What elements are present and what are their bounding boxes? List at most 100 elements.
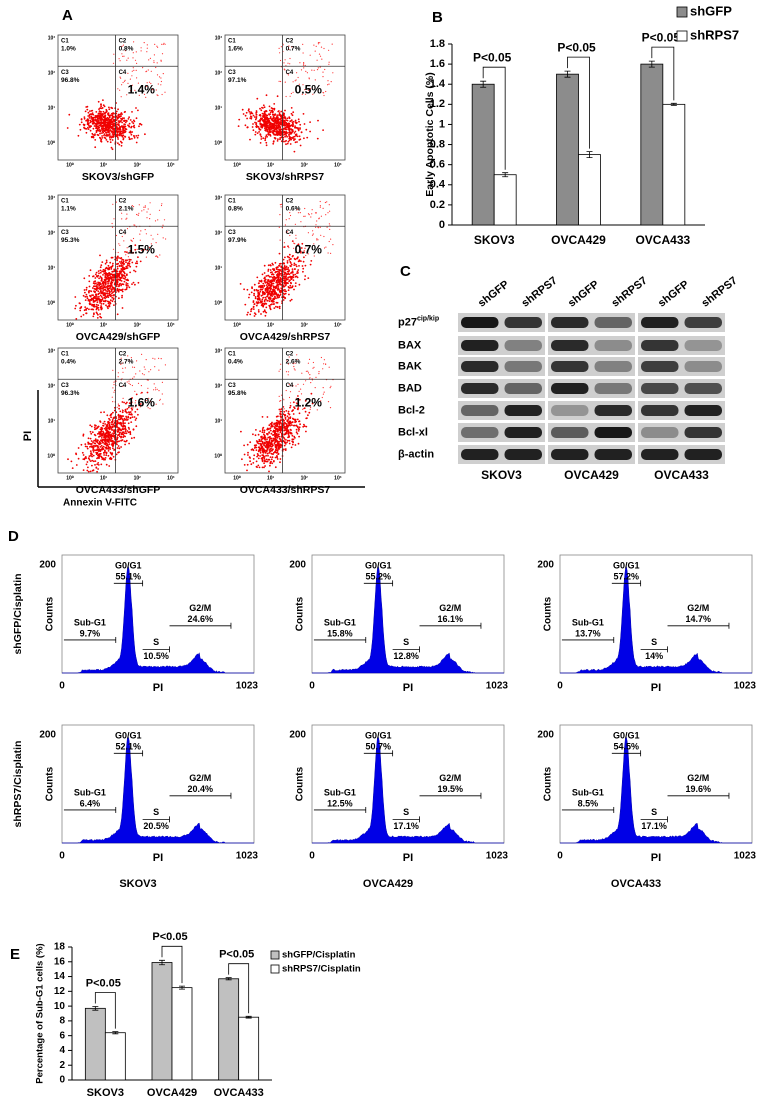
y-tick-label: 200 bbox=[289, 560, 306, 571]
cell-dot bbox=[136, 261, 138, 263]
cell-dot bbox=[290, 265, 292, 267]
cell-dot bbox=[325, 91, 326, 92]
cell-dot bbox=[292, 444, 294, 446]
cell-dot bbox=[285, 410, 287, 412]
cell-dot bbox=[249, 294, 251, 296]
cell-dot bbox=[258, 309, 260, 311]
cell-dot bbox=[303, 137, 305, 139]
cell-dot bbox=[258, 121, 260, 123]
cell-dot bbox=[263, 119, 265, 121]
cell-dot bbox=[99, 302, 101, 304]
cell-dot bbox=[280, 364, 281, 365]
cell-dot bbox=[136, 117, 138, 119]
quadrant-percent: 2.7% bbox=[119, 359, 134, 366]
cell-dot bbox=[116, 272, 118, 274]
cell-dot bbox=[147, 48, 148, 49]
cell-dot bbox=[285, 59, 286, 60]
cell-dot bbox=[117, 88, 118, 89]
cell-dot bbox=[262, 303, 264, 305]
cell-dot bbox=[263, 104, 265, 106]
cell-dot bbox=[91, 298, 93, 300]
cell-dot bbox=[303, 52, 304, 53]
cell-dot bbox=[299, 62, 300, 63]
cell-dot bbox=[260, 109, 262, 111]
cell-dot bbox=[279, 284, 281, 286]
cell-dot bbox=[288, 134, 290, 136]
cell-dot bbox=[253, 301, 255, 303]
cell-dot bbox=[93, 121, 95, 123]
cell-dot bbox=[97, 297, 99, 299]
cell-dot bbox=[294, 425, 296, 427]
cell-dot bbox=[123, 82, 124, 83]
cell-dot bbox=[118, 422, 120, 424]
cell-dot bbox=[112, 429, 114, 431]
cell-dot bbox=[323, 48, 324, 49]
cell-dot bbox=[270, 461, 272, 463]
quadrant-name: C4 bbox=[119, 70, 127, 76]
gate-name: G2/M bbox=[439, 603, 461, 613]
plot-label: SKOV3/shRPS7 bbox=[246, 171, 324, 183]
cell-dot bbox=[111, 436, 113, 438]
axis-title: Early Apoptotic Cells (%) bbox=[424, 72, 436, 196]
cell-dot bbox=[283, 62, 284, 63]
cell-dot bbox=[125, 416, 127, 418]
cell-dot bbox=[259, 133, 261, 135]
cell-dot bbox=[128, 428, 130, 430]
cell-dot bbox=[110, 107, 112, 109]
cell-dot bbox=[136, 262, 138, 264]
cell-dot bbox=[88, 292, 90, 294]
gate-percent: 55.1% bbox=[115, 572, 141, 582]
cell-dot bbox=[263, 467, 265, 469]
cell-dot bbox=[263, 458, 265, 460]
cell-dot bbox=[325, 214, 326, 215]
cell-dot bbox=[330, 239, 331, 240]
cell-dot bbox=[94, 426, 96, 428]
blot-band bbox=[641, 340, 679, 351]
cell-dot bbox=[121, 113, 123, 115]
cell-dot bbox=[329, 204, 330, 205]
cell-dot bbox=[120, 258, 122, 260]
cell-dot bbox=[272, 449, 274, 451]
cell-dot bbox=[94, 277, 96, 279]
blot-band bbox=[461, 427, 499, 438]
cell-dot bbox=[103, 271, 105, 273]
cell-dot bbox=[257, 301, 259, 303]
cell-dot bbox=[105, 454, 107, 456]
quadrant-name: C3 bbox=[228, 383, 236, 389]
cell-dot bbox=[117, 434, 119, 436]
plot-label: OVCA433/shGFP bbox=[76, 484, 161, 496]
cell-dot bbox=[96, 127, 98, 129]
cell-dot bbox=[121, 122, 123, 124]
cell-dot bbox=[116, 126, 118, 128]
cell-dot bbox=[288, 294, 290, 296]
cell-dot bbox=[94, 434, 96, 436]
gate-percent: 9.7% bbox=[80, 628, 101, 638]
cell-dot bbox=[315, 51, 316, 52]
cell-dot bbox=[241, 458, 243, 460]
cell-dot bbox=[105, 263, 107, 265]
blot-band bbox=[685, 317, 723, 328]
cell-dot bbox=[94, 291, 96, 293]
cell-dot bbox=[100, 107, 102, 109]
cell-dot bbox=[91, 133, 93, 135]
cell-dot bbox=[256, 116, 258, 118]
y-tick-label: 10 bbox=[54, 1001, 66, 1012]
cell-dot bbox=[100, 270, 102, 272]
axis-title: Counts bbox=[295, 766, 306, 801]
cell-dot bbox=[135, 373, 136, 374]
cell-dot bbox=[125, 441, 127, 443]
cell-dot bbox=[112, 148, 114, 150]
cell-dot bbox=[122, 139, 124, 141]
cell-dot bbox=[121, 269, 123, 271]
cell-dot bbox=[86, 294, 88, 296]
blot-band bbox=[505, 449, 543, 460]
cell-dot bbox=[84, 127, 86, 129]
cell-dot bbox=[105, 290, 107, 292]
cell-dot bbox=[92, 287, 94, 289]
cell-dot bbox=[107, 141, 109, 143]
cell-dot bbox=[119, 432, 121, 434]
cell-dot bbox=[83, 295, 85, 297]
axis-title: Counts bbox=[45, 596, 56, 631]
cell-dot bbox=[261, 124, 263, 126]
cell-dot bbox=[136, 142, 138, 144]
